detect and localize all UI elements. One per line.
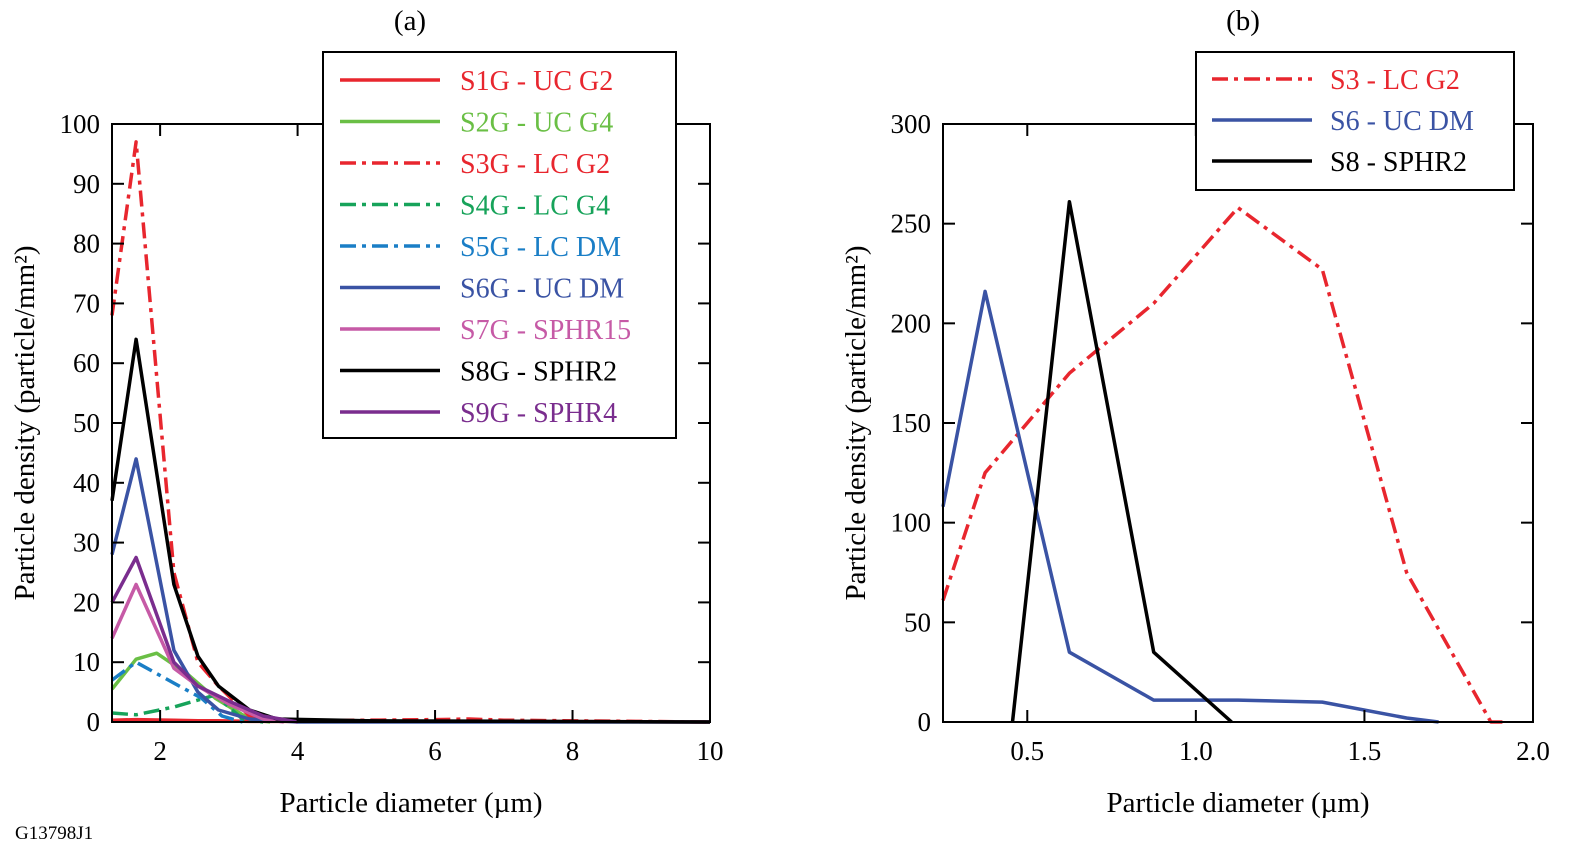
legend-entry: S3 - LC G2 [1330,65,1460,96]
chart-panel-a: (a) 0 10 20 30 40 50 60 70 80 90 100 2 4 6 8 10 Particle … [9,5,724,819]
legend-entry: S7G - SPHR15 [460,315,631,346]
series-line-s8g-sphr2 [110,337,711,724]
y-tick-label: 250 [891,209,932,239]
series-line-s3-lc-g2 [941,205,1506,724]
y-tick-label: 0 [918,707,932,737]
legend-entry: S1G - UC G2 [460,66,613,97]
plot-frame [942,123,1534,723]
panel-title: (b) [1226,5,1260,37]
x-tick-label: 1.5 [1348,736,1382,766]
y-tick-label: 20 [73,587,100,617]
y-tick-label: 50 [73,408,100,438]
y-tick-label: 300 [891,109,932,139]
x-tick-label: 8 [566,736,580,766]
y-tick-label: 80 [73,229,100,259]
series-line-s3g-lc-g2 [110,140,711,724]
x-tick-label: 0.5 [1010,736,1044,766]
y-tick-label: 150 [891,408,932,438]
x-axis-label: Particle diameter (µm) [1106,787,1369,819]
x-tick-label: 2 [153,736,167,766]
x-tick-label: 1.0 [1179,736,1213,766]
legend-entry: S5G - LC DM [460,232,621,263]
legend-entry: S9G - SPHR4 [460,398,617,429]
y-tick-label: 40 [73,468,100,498]
y-tick-label: 30 [73,528,100,558]
legend: S1G - UC G2 S2G - UC G4 S3G - LC G2 S4G - L… [322,51,677,439]
y-tick-label: 100 [60,109,101,139]
legend-entry: S4G - LC G4 [460,191,610,222]
series-line-s5g-lc-dm [110,660,244,724]
chart-panel-b: (b) 0 50 100 150 200 250 300 0.5 1.0 1.5 2.0 Particl… [840,5,1550,819]
y-tick-label: 90 [73,169,100,199]
x-axis-label: Particle diameter (µm) [279,787,542,819]
figure-id: G13798J1 [15,823,93,844]
legend-entry: S8G - SPHR2 [460,357,617,388]
y-axis-label: Particle density (particle/mm²) [840,246,872,601]
legend-entry: S3G - LC G2 [460,149,610,180]
y-tick-label: 70 [73,288,100,318]
panel-title: (a) [394,5,426,37]
y-tick-label: 200 [891,308,932,338]
y-tick-label: 10 [73,647,100,677]
legend-entry: S6G - UC DM [460,274,624,305]
series-line-s8-sphr2 [1010,199,1233,724]
legend-entry: S2G - UC G4 [460,108,613,139]
series-line-s6-uc-dm [941,289,1439,724]
x-tick-label: 10 [697,736,724,766]
series-line-s6g-uc-dm [110,457,710,724]
x-tick-label: 6 [428,736,442,766]
legend-entry: S8 - SPHR2 [1330,147,1467,178]
y-tick-label: 60 [73,348,100,378]
y-tick-label: 100 [891,508,932,538]
series-line-s9g-sphr4 [110,555,298,724]
legend: S3 - LC G2 S6 - UC DM S8 - SPHR2 [1195,51,1515,191]
y-axis-label: Particle density (particle/mm²) [9,246,41,601]
x-tick-label: 2.0 [1516,736,1550,766]
y-tick-label: 50 [904,607,931,637]
legend-entry: S6 - UC DM [1330,106,1474,137]
y-tick-label: 0 [87,707,101,737]
x-tick-label: 4 [291,736,305,766]
